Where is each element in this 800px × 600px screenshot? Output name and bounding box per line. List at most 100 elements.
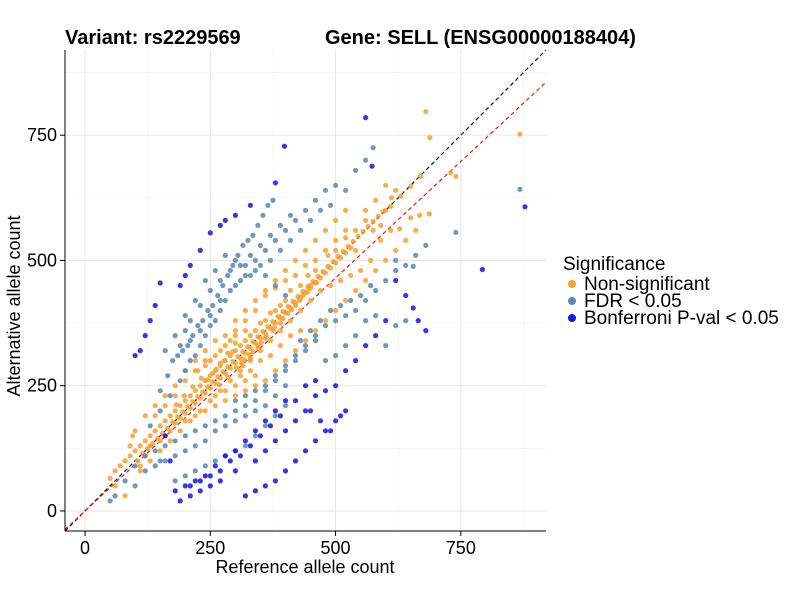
point-bonferroni-p-val-0-05	[137, 348, 143, 354]
point-fdr-0-05	[252, 267, 258, 274]
point-non-significant	[282, 358, 289, 364]
point-non-significant	[325, 252, 331, 258]
chart-title-right: Gene: SELL (ENSG00000188404)	[325, 27, 636, 49]
point-fdr-0-05	[343, 187, 349, 193]
point-non-significant	[322, 318, 329, 324]
point-non-significant	[162, 393, 168, 399]
point-non-significant	[408, 183, 414, 189]
point-bonferroni-p-val-0-05	[282, 428, 289, 434]
point-non-significant	[225, 350, 231, 356]
point-bonferroni-p-val-0-05	[322, 428, 329, 434]
point-non-significant	[215, 374, 221, 380]
point-non-significant	[232, 393, 238, 399]
point-non-significant	[262, 292, 268, 299]
point-fdr-0-05	[182, 313, 188, 319]
point-bonferroni-p-val-0-05	[162, 433, 168, 439]
x-tick-label: 500	[321, 538, 351, 558]
point-fdr-0-05	[348, 297, 354, 304]
point-fdr-0-05	[333, 353, 339, 359]
point-non-significant	[240, 349, 246, 355]
point-non-significant	[197, 408, 203, 414]
legend-swatch-non-significant	[568, 280, 576, 288]
point-fdr-0-05	[272, 282, 278, 289]
point-non-significant	[250, 349, 256, 355]
point-non-significant	[132, 428, 138, 434]
point-bonferroni-p-val-0-05	[272, 180, 278, 186]
point-non-significant	[262, 318, 268, 324]
point-fdr-0-05	[220, 282, 226, 289]
point-fdr-0-05	[212, 267, 218, 274]
point-fdr-0-05	[317, 318, 324, 324]
point-fdr-0-05	[262, 247, 268, 253]
point-fdr-0-05	[282, 292, 289, 299]
point-non-significant	[322, 247, 329, 253]
point-bonferroni-p-val-0-05	[147, 318, 153, 324]
point-fdr-0-05	[358, 292, 364, 299]
point-fdr-0-05	[207, 287, 213, 294]
point-non-significant	[307, 282, 314, 289]
point-bonferroni-p-val-0-05	[257, 433, 263, 439]
point-non-significant	[345, 243, 351, 249]
point-non-significant	[202, 348, 208, 354]
point-bonferroni-p-val-0-05	[383, 318, 389, 324]
point-non-significant	[222, 343, 228, 349]
point-fdr-0-05	[353, 333, 359, 339]
point-fdr-0-05	[282, 383, 289, 389]
legend-entry-non-significant: Non-significant	[568, 274, 710, 295]
point-fdr-0-05	[270, 197, 276, 203]
point-fdr-0-05	[187, 338, 193, 344]
point-non-significant	[173, 402, 179, 408]
point-fdr-0-05	[192, 443, 198, 449]
point-fdr-0-05	[212, 428, 218, 434]
point-non-significant	[122, 493, 128, 499]
point-fdr-0-05	[230, 262, 236, 268]
point-fdr-0-05	[343, 313, 349, 319]
point-bonferroni-p-val-0-05	[202, 473, 208, 479]
point-non-significant	[388, 203, 394, 209]
point-fdr-0-05	[227, 287, 233, 294]
point-fdr-0-05	[232, 257, 238, 263]
point-fdr-0-05	[162, 443, 168, 449]
x-tick-label: 750	[446, 538, 476, 558]
point-fdr-0-05	[212, 458, 218, 464]
point-fdr-0-05	[333, 318, 339, 324]
point-fdr-0-05	[152, 448, 158, 454]
point-non-significant	[252, 328, 258, 334]
point-non-significant	[408, 215, 414, 221]
point-bonferroni-p-val-0-05	[182, 483, 188, 489]
point-fdr-0-05	[282, 403, 289, 409]
point-non-significant	[413, 227, 419, 233]
point-fdr-0-05	[453, 229, 459, 235]
point-fdr-0-05	[242, 272, 248, 279]
point-non-significant	[313, 279, 320, 286]
point-non-significant	[137, 443, 143, 449]
point-non-significant	[383, 182, 389, 188]
y-tick-label: 250	[27, 376, 57, 396]
point-fdr-0-05	[162, 458, 168, 464]
point-non-significant	[242, 338, 248, 344]
point-bonferroni-p-val-0-05	[152, 302, 158, 309]
y-axis-title: Alternative allele count	[4, 215, 24, 396]
point-bonferroni-p-val-0-05	[410, 305, 416, 311]
point-fdr-0-05	[265, 202, 271, 208]
point-bonferroni-p-val-0-05	[272, 478, 278, 484]
point-fdr-0-05	[373, 287, 379, 294]
legend-swatch-bonferroni	[568, 314, 576, 322]
identity-line	[64, 49, 547, 532]
point-non-significant	[333, 237, 339, 243]
point-fdr-0-05	[222, 252, 228, 258]
point-fdr-0-05	[363, 297, 369, 304]
point-bonferroni-p-val-0-05	[222, 453, 228, 459]
point-non-significant	[418, 173, 424, 179]
point-bonferroni-p-val-0-05	[312, 378, 319, 384]
point-non-significant	[242, 307, 248, 314]
point-bonferroni-p-val-0-05	[177, 498, 183, 504]
point-fdr-0-05	[292, 217, 299, 223]
point-non-significant	[288, 306, 295, 313]
point-non-significant	[363, 217, 369, 223]
legend: Significance Non-significant FDR < 0.05 …	[563, 254, 779, 329]
point-fdr-0-05	[232, 282, 238, 289]
point-non-significant	[217, 348, 223, 354]
point-fdr-0-05	[250, 232, 256, 238]
point-fdr-0-05	[167, 393, 173, 399]
